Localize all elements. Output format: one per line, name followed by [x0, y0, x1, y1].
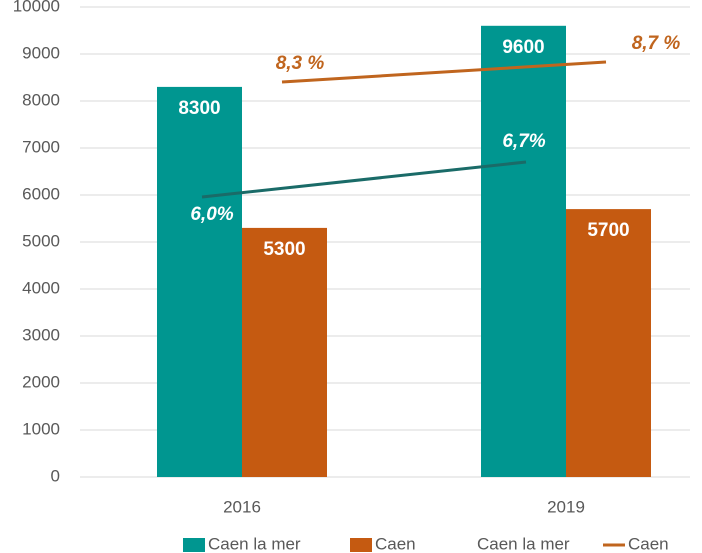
legend-label: Caen — [375, 534, 416, 553]
bar — [566, 209, 651, 477]
y-tick-label: 1000 — [22, 419, 60, 438]
line-label: 6,7% — [502, 131, 545, 152]
line-label: 8,3 % — [276, 53, 325, 74]
legend-label: Caen la mer — [477, 534, 570, 553]
bar-label: 5700 — [587, 220, 629, 241]
line-label: 6,0% — [190, 204, 233, 225]
line — [201, 160, 527, 199]
x-tick-label: 2016 — [223, 497, 261, 516]
y-tick-label: 8000 — [22, 90, 60, 109]
y-tick-label: 10000 — [13, 0, 60, 15]
line — [281, 60, 607, 84]
bar — [481, 25, 566, 478]
bar — [157, 86, 242, 478]
y-tick-label: 2000 — [22, 372, 60, 391]
bar-label: 9600 — [502, 37, 544, 58]
line-label: 8,7 % — [632, 33, 681, 54]
x-tick-label: 2019 — [547, 497, 585, 516]
legend-swatch — [183, 538, 205, 552]
y-tick-label: 7000 — [22, 137, 60, 156]
y-tick-label: 4000 — [22, 278, 60, 297]
y-tick-label: 5000 — [22, 231, 60, 250]
bar — [242, 227, 327, 477]
y-tick-label: 0 — [51, 466, 60, 485]
legend-label: Caen — [628, 534, 669, 553]
legend-swatch — [350, 538, 372, 552]
bar-label: 5300 — [263, 239, 305, 260]
bar-label: 8300 — [178, 98, 220, 119]
y-tick-label: 6000 — [22, 184, 60, 203]
legend-label: Caen la mer — [208, 534, 301, 553]
y-tick-label: 9000 — [22, 43, 60, 62]
y-tick-label: 3000 — [22, 325, 60, 344]
